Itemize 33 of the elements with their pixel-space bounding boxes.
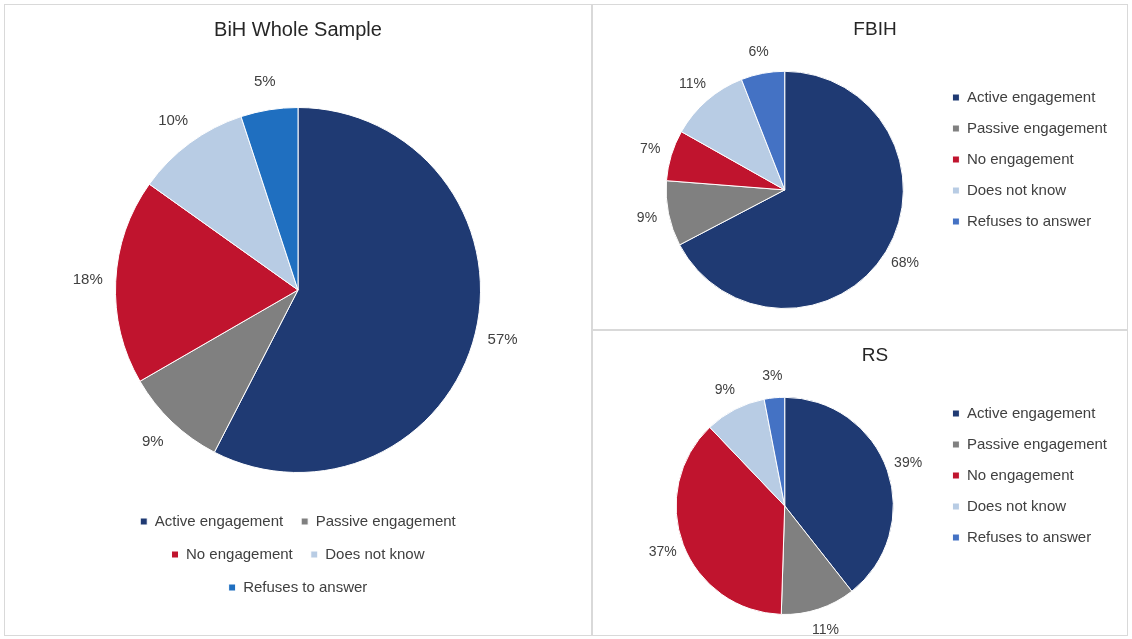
data-label: 11% [678, 74, 706, 91]
data-label: 18% [72, 270, 103, 288]
chart-title: BiH Whole Sample [214, 17, 382, 40]
chart-title: FBIH [853, 17, 897, 39]
data-label: 6% [748, 42, 769, 59]
data-label: 3% [762, 366, 783, 383]
legend-label: Passive engagement [966, 434, 1108, 452]
data-label: 9% [636, 208, 658, 225]
legend-label: Does not know [325, 544, 425, 562]
legend-label: Active engagement [966, 87, 1097, 105]
data-label: 9% [714, 380, 735, 397]
data-label: 68% [890, 253, 919, 270]
legend-label: Refuses to answer [966, 211, 1092, 229]
legend-label: Active engagement [154, 511, 284, 529]
data-label: 5% [253, 72, 276, 90]
chart-title: RS [861, 343, 889, 365]
data-label: 9% [141, 432, 164, 450]
legend-label: Refuses to answer [966, 527, 1092, 545]
legend-label: Active engagement [966, 403, 1097, 421]
data-label: 7% [640, 139, 661, 156]
legend-label: Does not know [966, 180, 1067, 198]
legend-label: No engagement [966, 465, 1075, 483]
legend-label: Passive engagement [966, 118, 1108, 136]
legend-label: Passive engagement [315, 511, 457, 529]
legend-label: Does not know [966, 496, 1067, 514]
data-label: 37% [648, 543, 677, 560]
data-label: 11% [811, 620, 839, 637]
legend-label: No engagement [186, 544, 294, 562]
legend-label: No engagement [966, 149, 1075, 167]
data-label: 39% [894, 454, 923, 471]
legend-label: Refuses to answer [243, 577, 368, 595]
data-label: 10% [158, 110, 189, 128]
data-label: 57% [487, 329, 518, 347]
